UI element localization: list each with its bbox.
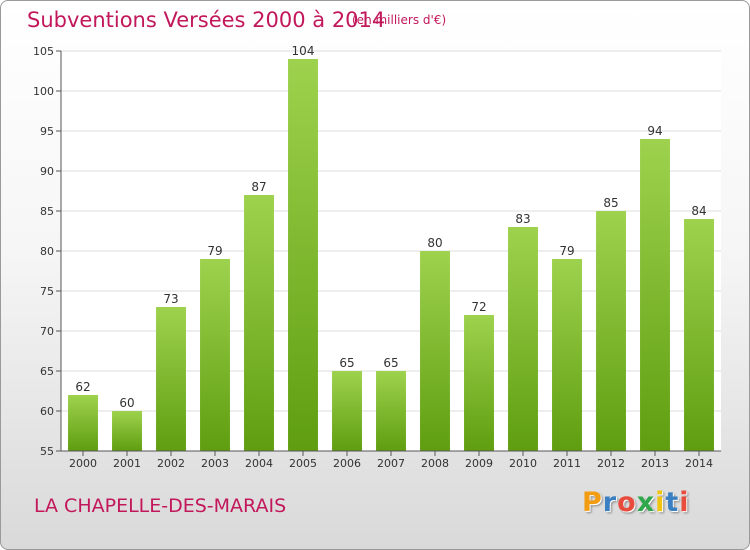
x-tick-label-2003: 2003 [201,457,229,470]
y-tick-label: 95 [40,125,54,138]
value-label-2003: 79 [207,244,222,258]
axes: 55 60 65 70 75 80 85 90 95 100 105 2000 2001 2002 2003… [33,45,721,470]
value-label-2005: 104 [292,44,315,58]
value-label-2001: 60 [119,396,134,410]
x-tick-label-2004: 2004 [245,457,273,470]
y-tick-label: 70 [40,325,54,338]
value-label-2000: 62 [75,380,90,394]
value-label-2011: 79 [559,244,574,258]
y-tick-label: 85 [40,205,54,218]
x-tick-label-2005: 2005 [289,457,317,470]
bar-2010[interactable] [508,227,538,451]
logo-letter: i [655,487,666,518]
value-label-2002: 73 [163,292,178,306]
bar-2001[interactable] [112,411,142,451]
proxiti-logo[interactable]: Proxiti [582,487,690,518]
value-label-2013: 94 [647,124,662,138]
y-tick-label: 100 [33,85,54,98]
bar-2002[interactable] [156,307,186,451]
x-tick-label-2008: 2008 [421,457,449,470]
y-tick-label: 105 [33,45,54,58]
logo-letter: r [602,487,618,518]
chart-unit: (en milliers d'€) [352,13,447,27]
x-tick-label-2002: 2002 [157,457,185,470]
value-label-2007: 65 [383,356,398,370]
bar-2011[interactable] [552,259,582,451]
logo-letter: o [617,487,637,518]
labels: 62 60 73 79 87 104 65 65 80 72 83 79 85 94 84 [75,44,706,410]
bar-2003[interactable] [200,259,230,451]
commune-name: LA CHAPELLE-DES-MARAIS [34,495,287,517]
bar-2000[interactable] [68,395,98,451]
bar-2013[interactable] [640,139,670,451]
value-label-2004: 87 [251,180,266,194]
y-tick-label: 75 [40,285,54,298]
logo-letter: P [582,487,603,518]
y-tick-label: 80 [40,245,54,258]
logo-letter: t [665,487,680,518]
x-tick-label-2000: 2000 [69,457,97,470]
value-label-2012: 85 [603,196,618,210]
x-tick-label-2013: 2013 [641,457,669,470]
bars [68,59,714,451]
chart-title: Subventions Versées 2000 à 2014 [27,8,386,32]
x-tick-label-2012: 2012 [597,457,625,470]
y-tick-label: 60 [40,405,54,418]
x-tick-label-2011: 2011 [553,457,581,470]
y-tick-label: 55 [40,445,54,458]
x-tick-label-2009: 2009 [465,457,493,470]
value-label-2010: 83 [515,212,530,226]
bar-2014[interactable] [684,219,714,451]
value-label-2014: 84 [691,204,706,218]
bar-2006[interactable] [332,371,362,451]
x-tick-label-2001: 2001 [113,457,141,470]
x-tick-label-2007: 2007 [377,457,405,470]
bar-2005[interactable] [288,59,318,451]
logo-letter: x [636,487,656,518]
x-tick-label-2006: 2006 [333,457,361,470]
value-label-2008: 80 [427,236,442,250]
value-label-2009: 72 [471,300,486,314]
logo-letter: i [679,487,690,518]
x-tick-label-2010: 2010 [509,457,537,470]
y-tick-label: 90 [40,165,54,178]
x-tick-label-2014: 2014 [685,457,713,470]
bar-2007[interactable] [376,371,406,451]
bar-2004[interactable] [244,195,274,451]
bar-2012[interactable] [596,211,626,451]
bar-2009[interactable] [464,315,494,451]
y-tick-label: 65 [40,365,54,378]
bar-2008[interactable] [420,251,450,451]
value-label-2006: 65 [339,356,354,370]
